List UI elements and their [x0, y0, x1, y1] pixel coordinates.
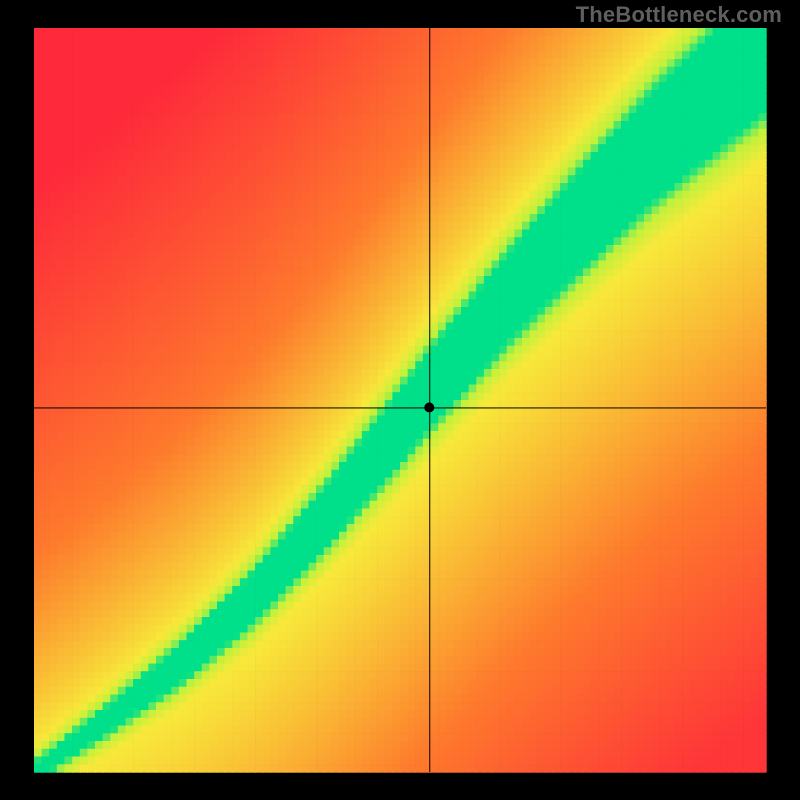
chart-container: TheBottleneck.com — [0, 0, 800, 800]
watermark-text: TheBottleneck.com — [576, 2, 782, 28]
bottleneck-heatmap — [0, 0, 800, 800]
